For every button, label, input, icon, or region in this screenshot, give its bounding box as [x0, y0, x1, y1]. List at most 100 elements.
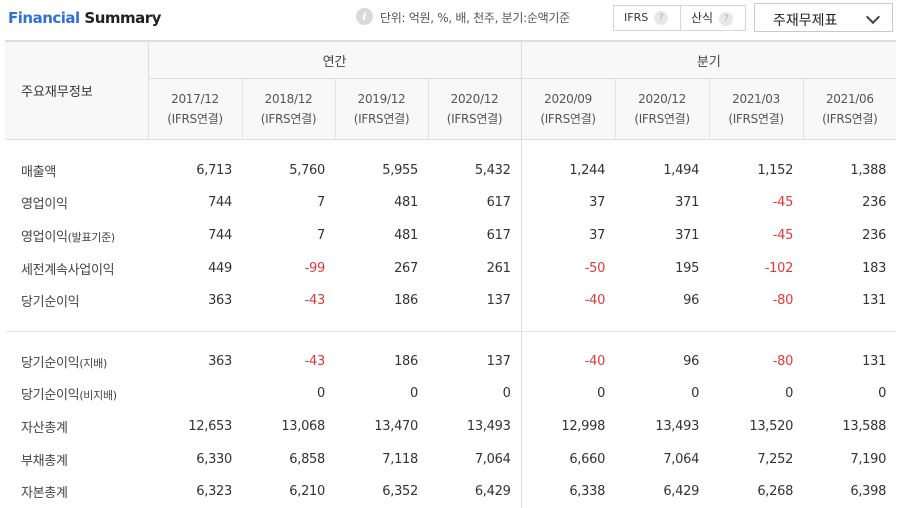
help-icon[interactable]: ?	[654, 11, 669, 25]
value-cell: 131	[862, 293, 887, 309]
row-label-main: 당기순이익	[21, 295, 80, 311]
value-cell: 267	[394, 260, 418, 276]
value-cell: 5,432	[474, 162, 511, 178]
column-period: 2020/12	[450, 92, 499, 106]
value-cell: 195	[675, 260, 700, 276]
value-cell: 5,955	[382, 162, 418, 178]
row-label-sub: (발표기준)	[67, 230, 116, 244]
column-basis: (IFRS연결)	[540, 112, 596, 126]
value-cell: 6,352	[382, 484, 418, 500]
value-cell: 0	[410, 386, 418, 402]
column-basis: (IFRS연결)	[353, 112, 410, 126]
value-cell: -43	[304, 353, 326, 369]
value-cell: 6,713	[196, 162, 232, 178]
value-cell: 96	[683, 353, 700, 369]
value-cell: 7	[317, 227, 325, 243]
formula-option[interactable]: 산식?	[691, 6, 734, 30]
row-label: 세전계속사업이익	[5, 252, 148, 285]
value-cell: -99	[304, 260, 326, 276]
row-label-sub: (비지배)	[79, 389, 117, 403]
column-basis: (IFRS연결)	[167, 112, 223, 126]
value-cell: 363	[208, 353, 232, 369]
value-cell: 0	[317, 386, 325, 402]
column-period: 2021/03	[732, 92, 780, 106]
column-period: 2017/12	[171, 92, 219, 106]
value-cell: 1,152	[757, 162, 794, 178]
annual-group-header: 연간	[147, 40, 522, 79]
ifrs-option[interactable]: IFRS?	[624, 6, 669, 30]
column-basis: (IFRS연결)	[634, 112, 690, 126]
value-cell: 261	[486, 260, 511, 276]
column-basis: (IFRS연결)	[822, 112, 878, 126]
row-label-main: 영업이익	[21, 197, 68, 213]
value-cell: 449	[208, 260, 232, 276]
value-cell: 371	[675, 195, 700, 211]
value-cell: -80	[772, 293, 794, 309]
table-row: 매출액 6,713 5,760 5,955 5,432 1,244 1,494 1,152 1,…	[5, 154, 896, 187]
value-cell: 617	[486, 195, 511, 211]
value-cell: 744	[208, 195, 232, 211]
row-label: 자산총계	[5, 410, 148, 443]
value-cell: 186	[394, 293, 418, 309]
value-cell: 13,068	[281, 418, 325, 434]
value-cell: 1,388	[850, 162, 887, 178]
table-row: 자산총계 12,653 13,068 13,470 13,493 12,998 13,493…	[5, 410, 896, 443]
statement-select[interactable]: 주재무제표	[754, 3, 893, 32]
value-cell: 7,118	[382, 451, 418, 467]
value-cell	[148, 378, 242, 411]
value-cell: 6,660	[520, 442, 616, 476]
row-label: 당기순이익(지배)	[5, 345, 148, 378]
table-row: 영업이익 744 7 481 617 37 371 -45 236	[5, 186, 896, 220]
column-period: 2020/12	[638, 92, 686, 106]
value-cell: 13,520	[749, 418, 794, 434]
value-cell: 236	[862, 195, 887, 211]
row-label-main: 부채총계	[21, 453, 68, 469]
value-cell: 6,268	[757, 484, 794, 500]
table-row: 영업이익(발표기준) 744 7 481 617 37 371 -45 236	[5, 219, 896, 252]
row-label-main: 당기순이익	[21, 388, 80, 404]
value-cell: 0	[878, 386, 887, 402]
value-cell: -40	[520, 284, 616, 317]
row-label: 영업이익	[5, 187, 148, 220]
row-label-main: 매출액	[21, 164, 56, 180]
value-cell: -80	[772, 353, 794, 369]
column-header: 2018/12 (IFRS연결)	[241, 78, 335, 140]
page-title: Financial Summary	[8, 9, 161, 27]
value-cell: 13,588	[842, 418, 887, 434]
value-cell: 7,064	[663, 451, 700, 467]
value-cell: 6,398	[850, 484, 887, 500]
summary-header: Financial Summary i 단위: 억원, %, 배, 천주, 분기…	[0, 0, 901, 40]
value-cell: 7,190	[850, 451, 887, 467]
row-spacer	[5, 139, 896, 154]
column-header: 2021/06 (IFRS연결)	[802, 78, 897, 140]
value-cell: -45	[772, 195, 794, 211]
column-period: 2018/12	[264, 92, 313, 106]
value-cell: 6,338	[520, 475, 616, 508]
value-cell: 13,470	[374, 418, 418, 434]
column-header: 2020/12 (IFRS연결)	[427, 78, 522, 140]
value-cell: 183	[862, 260, 887, 276]
info-icon[interactable]: i	[356, 8, 373, 25]
value-cell: 0	[691, 386, 700, 402]
value-cell: 6,323	[196, 484, 232, 500]
value-cell: 7,064	[474, 451, 511, 467]
value-cell: 7,252	[757, 451, 794, 467]
value-cell: 481	[394, 227, 418, 243]
row-label-main: 당기순이익	[21, 355, 80, 371]
value-cell: 363	[208, 293, 232, 309]
value-cell: 0	[502, 386, 511, 402]
column-period: 2019/12	[357, 92, 406, 106]
column-header: 2019/12 (IFRS연결)	[334, 78, 428, 140]
value-cell: 131	[862, 353, 887, 369]
value-cell: 0	[785, 386, 794, 402]
table-row: 자본총계 6,323 6,210 6,352 6,429 6,338 6,429 6,268 6…	[5, 475, 896, 508]
value-cell: 6,429	[663, 484, 700, 500]
value-cell: 37	[520, 219, 616, 252]
help-icon[interactable]: ?	[719, 11, 734, 26]
table-row: 세전계속사업이익 449 -99 267 261 -50 195 -102 183	[5, 251, 896, 285]
value-cell: 6,858	[289, 451, 325, 467]
value-cell: 12,998	[520, 410, 616, 443]
statement-select-label: 주재무제표	[773, 13, 838, 29]
value-cell: 13,493	[655, 418, 700, 434]
value-cell: 37	[520, 186, 616, 220]
